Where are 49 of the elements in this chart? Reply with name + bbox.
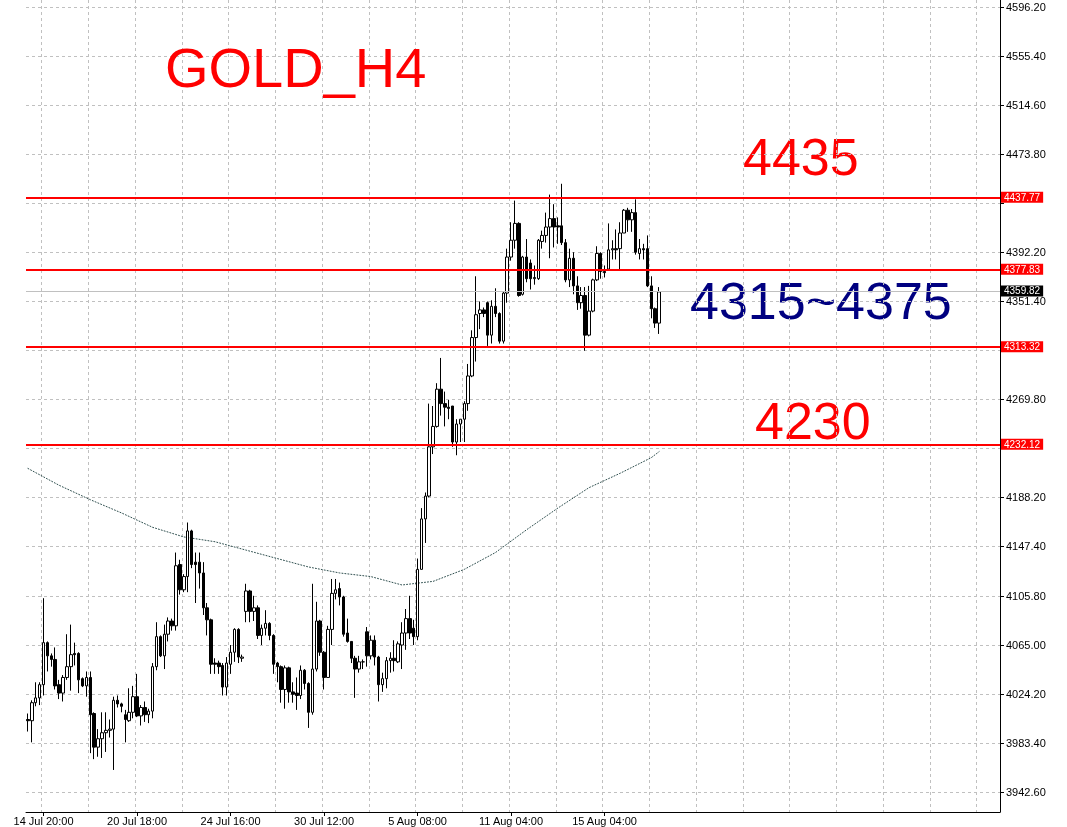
candlestick (626, 207, 630, 233)
candlestick (365, 626, 369, 668)
candlestick (607, 222, 610, 271)
candlestick (244, 583, 248, 623)
y-tick-label: 4473.80 (1006, 147, 1046, 160)
candlestick (283, 664, 287, 710)
y-tick-label: 4392.20 (1006, 246, 1046, 259)
candlestick (385, 656, 388, 689)
candlestick (174, 552, 178, 632)
candlestick (634, 198, 637, 256)
x-tick-label: 5 Aug 08:00 (388, 814, 447, 827)
candlestick (237, 627, 240, 664)
x-tick-label: 20 Jul 18:00 (107, 814, 167, 827)
y-tick-label: 4555.40 (1006, 49, 1046, 62)
y-tick-label: 4351.40 (1006, 295, 1046, 308)
candlestick (392, 639, 396, 672)
x-tick-label: 11 Aug 04:00 (479, 814, 544, 827)
x-tick-label: 30 Jul 12:00 (294, 814, 355, 827)
ref-line-label: 4359.82 (1004, 285, 1041, 297)
candlestick (69, 624, 73, 692)
candlestick (112, 696, 115, 771)
line-series (27, 451, 660, 586)
y-tick-label: 4065.00 (1006, 639, 1046, 652)
y-tick-label: 3983.40 (1006, 737, 1046, 750)
y-tick-label: 4596.20 (1006, 0, 1046, 13)
y-tick-label: 3942.60 (1006, 786, 1046, 799)
annotation: 4230 (755, 392, 871, 450)
candlestick (583, 286, 587, 352)
y-tick-label: 4514.60 (1006, 98, 1046, 111)
candlestick (143, 700, 147, 723)
y-tick-label: 4188.20 (1006, 491, 1046, 504)
y-tick-label: 4105.80 (1006, 590, 1046, 603)
text: GOLD_H4 (165, 35, 427, 99)
y-tick-label: 4269.80 (1006, 393, 1046, 406)
candlestick (100, 711, 104, 759)
candlestick (186, 522, 189, 593)
x-tick-label: 15 Aug 04:00 (572, 814, 637, 827)
candlestick (657, 286, 661, 335)
ref-line-label: 4437.77 (1004, 191, 1041, 203)
y-tick-label: 4024.20 (1006, 688, 1046, 701)
ref-line-label: 4313.32 (1004, 341, 1041, 353)
candlestick (486, 301, 489, 347)
x-tick-label: 24 Jul 16:00 (200, 814, 261, 827)
annotation: 4435 (743, 128, 859, 186)
y-tick-label: 4147.40 (1006, 540, 1046, 553)
ref-line-label: 4232.12 (1004, 438, 1041, 450)
x-tick-label: 14 Jul 20:00 (13, 814, 74, 827)
ref-line-label: 4377.83 (1004, 263, 1041, 275)
candlestick (548, 194, 552, 259)
